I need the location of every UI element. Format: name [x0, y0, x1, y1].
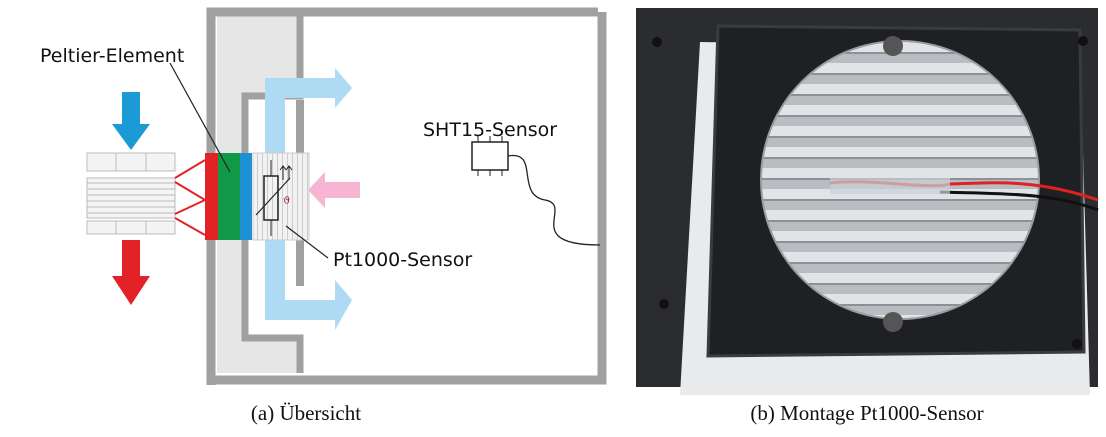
heat-sink-part	[112, 92, 150, 150]
photo-part	[1078, 36, 1088, 46]
caption: (b) Montage Pt1000-Sensor	[750, 401, 983, 425]
label: SHT15-Sensor	[423, 119, 557, 141]
page: Peltier-Element SHT15-Sensor Pt1000-Sens…	[0, 0, 1106, 437]
figure: Peltier-Element SHT15-Sensor Pt1000-Sens…	[0, 0, 1106, 437]
photo	[636, 8, 1098, 395]
photo-part	[1072, 339, 1082, 349]
photo-part	[659, 299, 669, 309]
photo-part	[883, 312, 903, 332]
peltier-element-part	[240, 153, 252, 240]
peltier-element-part	[205, 153, 218, 240]
symbol: ϑ	[283, 196, 290, 207]
heat-sink-part	[87, 178, 175, 218]
heat-sink-part	[112, 240, 150, 305]
heat-sink-part	[87, 153, 175, 171]
diagram: Peltier-Element SHT15-Sensor Pt1000-Sens…	[40, 8, 606, 385]
photo-part	[830, 178, 950, 194]
label: Peltier-Element	[40, 45, 184, 67]
photo-part	[883, 36, 903, 56]
label: Pt1000-Sensor	[333, 249, 472, 271]
caption: (a) Übersicht	[251, 401, 361, 425]
photo-part	[652, 37, 662, 47]
heat-sink	[87, 92, 205, 305]
peltier-element-part	[253, 153, 309, 240]
heat-sink-part	[175, 160, 205, 235]
peltier-element	[205, 153, 309, 240]
sht15-sensor-part	[472, 142, 508, 170]
peltier-element-part	[218, 153, 240, 240]
heat-sink-part	[87, 221, 175, 234]
